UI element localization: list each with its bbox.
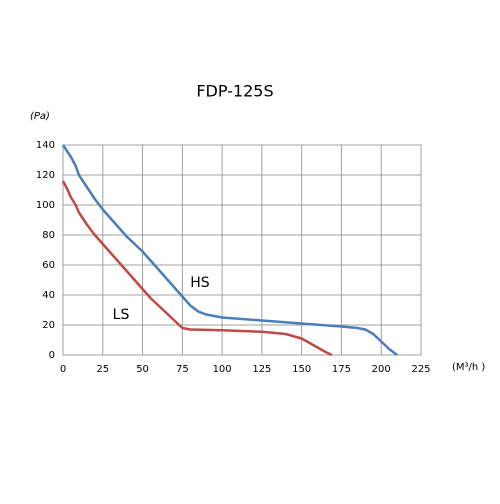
x-tick-label: 100: [213, 364, 232, 375]
y-tick-label: 20: [42, 320, 55, 331]
x-tick-label: 0: [60, 364, 66, 375]
series-line: [61, 144, 398, 356]
y-tick-label: 120: [36, 170, 55, 181]
y-tick-label: 0: [49, 350, 55, 361]
x-tick-label: 50: [136, 364, 149, 375]
x-tick-label: 225: [411, 364, 430, 375]
x-tick-label: 75: [176, 364, 189, 375]
y-tick-label: 100: [36, 200, 55, 211]
y-tick-label: 140: [36, 140, 55, 151]
x-axis-label: (M³/h ): [452, 362, 485, 373]
x-tick-label: 125: [252, 364, 271, 375]
y-axis-label: (Pa): [30, 111, 50, 122]
series-label: HS: [190, 275, 210, 291]
series-label: LS: [113, 307, 130, 323]
x-tick-label: 200: [372, 364, 391, 375]
y-tick-label: 60: [42, 260, 55, 271]
plot-area: [62, 144, 422, 356]
x-tick-label: 150: [292, 364, 311, 375]
y-tick-label: 40: [42, 290, 55, 301]
x-tick-label: 25: [96, 364, 109, 375]
series-line: [61, 180, 333, 357]
y-tick-label: 80: [42, 230, 55, 241]
chart-title: FDP-125S: [196, 82, 273, 101]
x-tick-label: 175: [332, 364, 351, 375]
